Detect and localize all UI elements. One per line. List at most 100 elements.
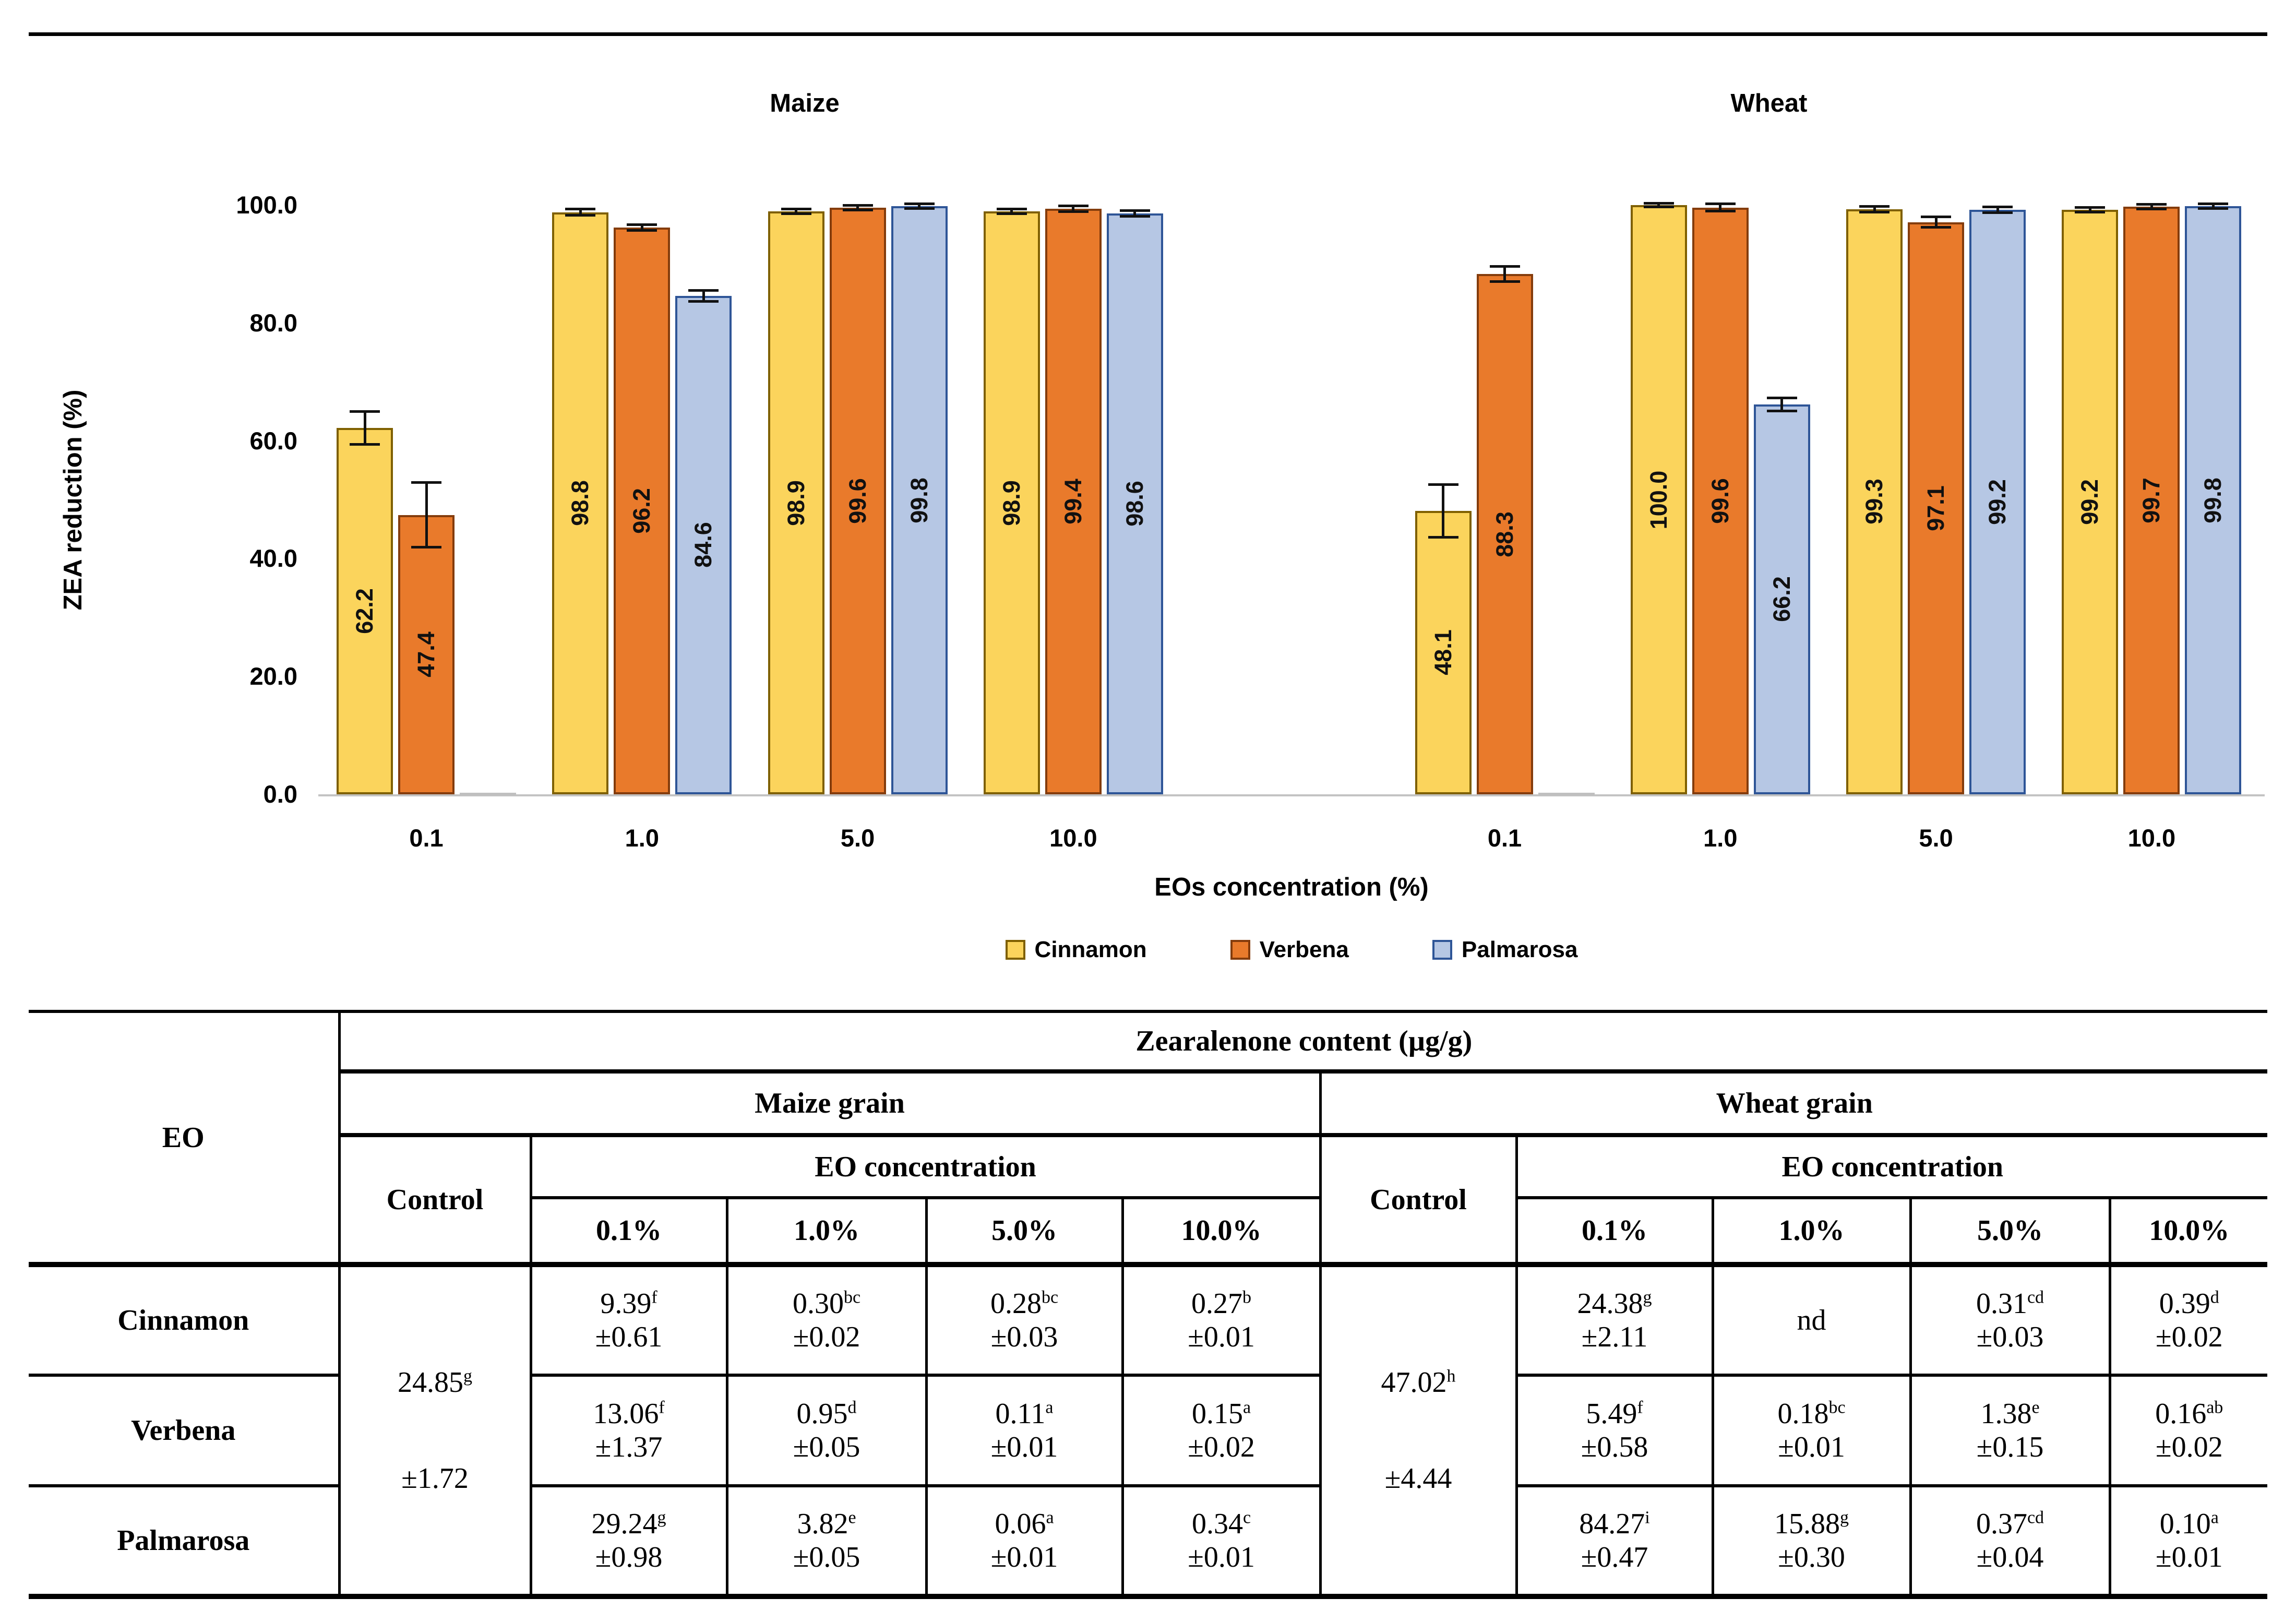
error-cap-wheat-1.0-palmarosa (1766, 396, 1797, 399)
cell-maize-palmarosa-5.0%: 0.06a ±0.01 (925, 1486, 1124, 1599)
bar-maize-1.0-palmarosa (675, 295, 732, 794)
bar-wheat-5.0-verbena (1908, 222, 1965, 794)
error-cap-wheat-1.0-cinnamon (1643, 202, 1674, 205)
bar-label-maize-1.0-palmarosa: 84.6 (690, 522, 717, 568)
bar-label-wheat-1.0-verbena: 99.6 (1706, 478, 1733, 524)
y-tick-label: 0.0 (263, 780, 297, 808)
error-cap-maize-10.0-cinnamon (996, 208, 1027, 211)
error-bar-maize-0.1-cinnamon (363, 411, 366, 445)
bar-wheat-5.0-palmarosa (1969, 210, 2026, 794)
bar-label-maize-1.0-cinnamon: 98.8 (567, 480, 594, 527)
error-cap-wheat-10.0-verbena (2136, 208, 2167, 211)
error-cap-maize-10.0-verbena (1058, 210, 1089, 213)
bar-label-wheat-5.0-palmarosa: 99.2 (1984, 479, 2011, 525)
bar-label-maize-10.0-palmarosa: 98.6 (1121, 481, 1148, 527)
error-bar-wheat-10.0-verbena (2150, 204, 2153, 209)
legend-item-cinnamon: Cinnamon (1005, 937, 1147, 963)
cell-wheat-cinnamon-10.0%: 0.39d ±0.02 (2108, 1265, 2268, 1377)
x-tick-label-wheat-5.0: 5.0 (1919, 824, 1953, 852)
bar-maize-5.0-palmarosa (891, 206, 948, 794)
error-cap-wheat-10.0-palmarosa (2198, 207, 2229, 210)
cell-wheat-cinnamon-0.1%: 24.38g ±2.11 (1515, 1265, 1714, 1377)
error-bar-maize-10.0-cinnamon (1010, 209, 1013, 214)
error-bar-wheat-1.0-palmarosa (1780, 398, 1784, 411)
cell-maize-verbena-1.0%: 0.95d ±0.05 (725, 1375, 928, 1487)
bar-label-wheat-0.1-verbena: 88.3 (1491, 511, 1518, 557)
wheat-grain-header: Wheat grain (1319, 1071, 2268, 1137)
cinnamon-swatch-icon (1005, 940, 1025, 960)
maize-conc-0.1: 0.1% (529, 1198, 728, 1267)
error-cap-wheat-0.1-verbena (1489, 265, 1520, 268)
cell-wheat-verbena-10.0%: 0.16ab ±0.02 (2108, 1375, 2268, 1487)
error-bar-wheat-0.1-verbena (1503, 266, 1506, 282)
error-bar-wheat-1.0-verbena (1719, 204, 1722, 211)
bar-label-maize-10.0-verbena: 99.4 (1059, 479, 1086, 524)
error-bar-wheat-5.0-verbena (1934, 217, 1938, 228)
bar-label-wheat-10.0-cinnamon: 99.2 (2076, 479, 2103, 525)
bar-label-maize-5.0-palmarosa: 99.8 (905, 477, 932, 523)
verbena-swatch-icon (1230, 940, 1250, 960)
bar-wheat-5.0-cinnamon (1846, 209, 1903, 794)
error-cap-wheat-1.0-verbena (1705, 209, 1736, 212)
x-axis-title: EOs concentration (%) (1154, 873, 1429, 901)
bar-wheat-1.0-palmarosa (1753, 404, 1810, 794)
wheat-conc-0.1: 0.1% (1515, 1198, 1714, 1267)
maize-conc-10.0: 10.0% (1121, 1198, 1322, 1267)
table-title: Zearalenone content (µg/g) (338, 1010, 2268, 1074)
zearalenone-content-table: EO Zearalenone content (µg/g) Maize grai… (29, 1010, 2268, 1599)
error-cap-maize-1.0-verbena (627, 229, 657, 232)
error-bar-maize-5.0-verbena (856, 205, 859, 210)
error-cap-maize-0.1-verbena (411, 546, 441, 549)
chart-legend: Cinnamon Verbena Palmarosa (318, 937, 2265, 963)
bar-wheat-1.0-verbena (1692, 207, 1749, 794)
error-cap-maize-1.0-cinnamon (565, 213, 596, 217)
maize-grain-header: Maize grain (338, 1071, 1322, 1137)
bar-label-maize-0.1-cinnamon: 62.2 (351, 588, 378, 634)
error-cap-maize-1.0-palmarosa (688, 300, 719, 303)
legend-label: Cinnamon (1034, 937, 1147, 962)
cell-maize-cinnamon-10.0%: 0.27b ±0.01 (1121, 1265, 1322, 1377)
y-tick-label: 60.0 (249, 426, 297, 455)
wheat-control-value: 47.02h ±4.44 (1319, 1265, 1518, 1599)
bar-wheat-0.1-verbena (1476, 274, 1533, 794)
error-cap-wheat-5.0-verbena (1921, 226, 1952, 229)
legend-item-palmarosa: Palmarosa (1432, 937, 1577, 963)
bar-maize-1.0-cinnamon (552, 212, 609, 794)
cell-wheat-palmarosa-0.1%: 84.27i ±0.47 (1515, 1486, 1714, 1599)
error-cap-wheat-0.1-cinnamon (1428, 483, 1458, 486)
x-tick-label-maize-10.0: 10.0 (1049, 824, 1097, 852)
bar-label-wheat-10.0-palmarosa: 99.8 (2199, 477, 2227, 523)
bar-maize-5.0-verbena (829, 207, 886, 794)
error-cap-maize-0.1-cinnamon (350, 443, 380, 446)
cell-wheat-cinnamon-1.0%: nd (1711, 1265, 1912, 1377)
error-bar-wheat-10.0-cinnamon (2088, 207, 2091, 212)
error-bar-wheat-10.0-palmarosa (2211, 204, 2215, 209)
wheat-conc-5.0: 5.0% (1909, 1198, 2111, 1267)
x-tick-label-wheat-10.0: 10.0 (2127, 824, 2176, 852)
bar-label-wheat-1.0-cinnamon: 100.0 (1645, 470, 1672, 529)
error-bar-maize-0.1-verbena (425, 482, 428, 547)
error-cap-wheat-1.0-verbena (1705, 202, 1736, 206)
cell-wheat-verbena-1.0%: 0.18bc ±0.01 (1711, 1375, 1912, 1487)
maize-control-header: Control (338, 1135, 532, 1267)
panel-title-wheat: Wheat (1730, 89, 1808, 117)
y-tick-label: 80.0 (249, 308, 297, 337)
bar-zero-maize-0.1-palmarosa (460, 793, 516, 795)
error-cap-maize-10.0-verbena (1058, 204, 1089, 207)
error-cap-maize-0.1-cinnamon (350, 410, 380, 413)
error-bar-wheat-5.0-palmarosa (1996, 207, 1999, 213)
error-bar-maize-5.0-cinnamon (795, 209, 798, 214)
bar-label-maize-5.0-verbena: 99.6 (844, 478, 871, 524)
maize-eo-concentration-header: EO concentration (529, 1135, 1322, 1199)
error-bar-wheat-0.1-cinnamon (1442, 484, 1444, 538)
error-bar-maize-10.0-palmarosa (1133, 210, 1137, 217)
error-cap-maize-5.0-verbena (842, 208, 873, 211)
y-tick-label: 40.0 (249, 544, 297, 573)
cell-wheat-cinnamon-5.0%: 0.31cd ±0.03 (1909, 1265, 2111, 1377)
bar-label-maize-5.0-cinnamon: 98.9 (782, 480, 809, 526)
cell-wheat-verbena-5.0%: 1.38e ±0.15 (1909, 1375, 2111, 1487)
error-cap-maize-1.0-verbena (627, 223, 657, 226)
error-cap-wheat-10.0-verbena (2136, 203, 2167, 206)
y-tick-label: 20.0 (249, 662, 297, 690)
table-corner-eo-header: EO (29, 1010, 341, 1267)
